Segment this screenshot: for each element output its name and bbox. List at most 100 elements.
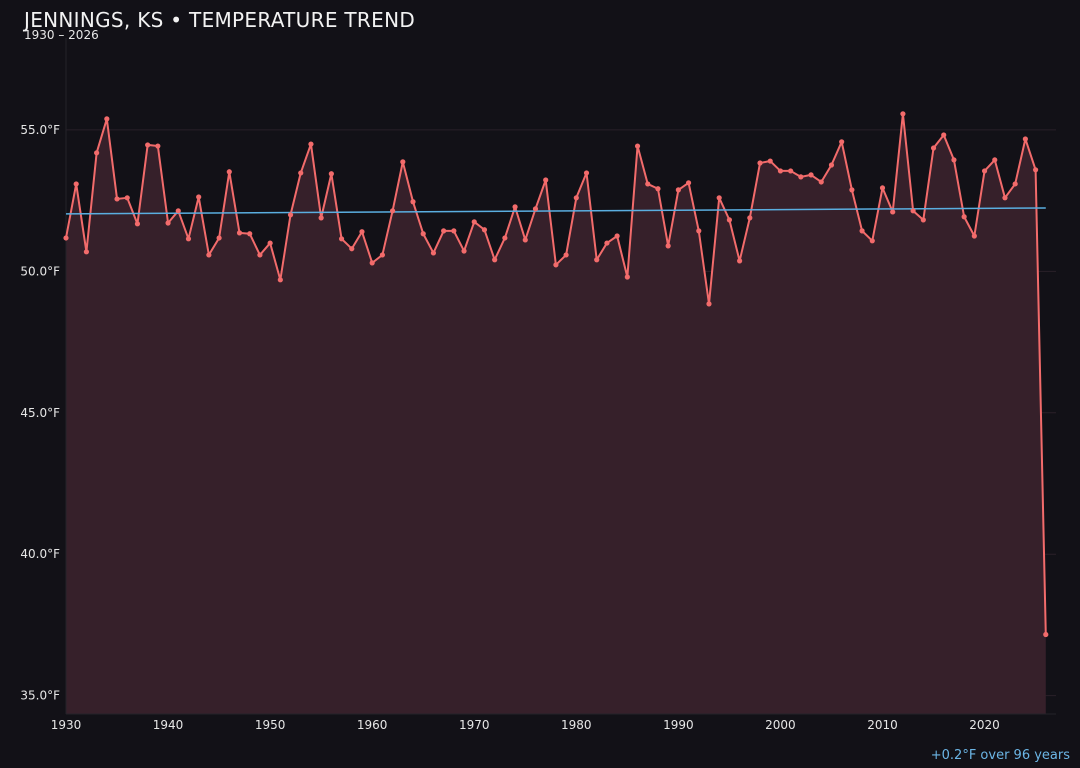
data-point: [573, 195, 579, 201]
x-tick-label: 1970: [459, 718, 490, 732]
temperature-area-fill: [66, 113, 1046, 715]
data-point: [185, 236, 192, 242]
data-point: [308, 141, 314, 147]
data-point: [839, 139, 845, 145]
data-point: [277, 277, 283, 283]
data-point: [757, 160, 763, 166]
data-point: [236, 230, 243, 236]
y-tick-label: 50.0°F: [20, 264, 60, 278]
data-point: [502, 235, 508, 241]
data-point: [420, 231, 426, 237]
data-point: [869, 238, 875, 244]
data-point: [512, 204, 518, 210]
data-point: [400, 159, 406, 165]
data-point: [492, 257, 498, 263]
y-tick-label: 45.0°F: [20, 406, 60, 420]
y-tick-label: 40.0°F: [20, 547, 60, 561]
data-point: [83, 249, 90, 255]
data-point: [287, 212, 294, 218]
x-tick-label: 1980: [561, 718, 592, 732]
data-point: [430, 250, 437, 256]
data-point: [349, 246, 355, 252]
data-point: [920, 217, 926, 223]
data-point: [737, 258, 743, 264]
data-point: [410, 199, 416, 205]
x-tick-label: 2020: [969, 718, 1000, 732]
data-point: [532, 206, 539, 212]
data-point: [818, 179, 824, 185]
data-point: [379, 252, 385, 258]
data-point: [961, 214, 967, 220]
data-point: [206, 252, 212, 258]
data-point: [665, 243, 671, 249]
data-point: [971, 233, 977, 239]
data-point: [1043, 631, 1049, 638]
data-point: [777, 168, 784, 174]
data-point: [451, 228, 457, 234]
data-point: [389, 208, 396, 214]
data-point: [196, 194, 202, 200]
data-point: [951, 157, 957, 163]
data-point: [104, 116, 110, 122]
data-point: [481, 227, 488, 233]
data-point: [941, 132, 947, 138]
x-tick-label: 2000: [765, 718, 796, 732]
data-point: [553, 262, 559, 268]
data-point: [594, 257, 600, 263]
data-point: [798, 174, 804, 180]
data-point: [145, 142, 151, 148]
data-point: [696, 228, 702, 234]
data-point: [879, 185, 886, 191]
data-point: [1032, 167, 1039, 173]
x-tick-label: 1960: [357, 718, 388, 732]
data-point: [634, 143, 641, 149]
data-point: [583, 170, 590, 176]
data-point: [655, 186, 661, 192]
data-point: [134, 221, 141, 227]
x-tick-label: 1950: [255, 718, 286, 732]
data-point: [675, 187, 681, 193]
data-point: [645, 181, 651, 187]
data-point: [441, 228, 447, 234]
data-point: [563, 252, 569, 258]
chart-subtitle: 1930 – 2026: [24, 28, 99, 42]
chart-title: JENNINGS, KS • TEMPERATURE TREND: [24, 8, 416, 32]
data-point: [257, 252, 263, 258]
data-point: [338, 236, 345, 242]
data-point: [216, 235, 222, 241]
data-point: [267, 240, 273, 246]
data-point: [624, 274, 630, 280]
data-point: [73, 181, 79, 187]
trend-annotation: +0.2°F over 96 years: [930, 748, 1070, 763]
data-point: [828, 162, 835, 168]
data-point: [706, 301, 712, 307]
data-point: [788, 168, 794, 174]
data-point: [1022, 136, 1028, 142]
data-point: [900, 111, 906, 117]
data-point: [328, 171, 334, 177]
data-point: [63, 235, 69, 241]
data-point: [890, 209, 896, 215]
data-point: [165, 220, 171, 226]
data-point: [543, 177, 549, 183]
data-point: [614, 233, 620, 239]
data-point: [94, 150, 100, 156]
data-point: [226, 169, 232, 175]
data-point: [716, 195, 722, 201]
y-tick-label: 35.0°F: [20, 689, 60, 703]
data-point: [726, 217, 733, 223]
data-point: [461, 248, 467, 254]
data-point: [247, 231, 253, 237]
x-tick-label: 1940: [153, 718, 184, 732]
data-point: [175, 208, 181, 214]
data-point: [981, 168, 988, 174]
data-point: [522, 237, 528, 243]
data-point: [930, 145, 937, 151]
x-tick-label: 1930: [51, 718, 82, 732]
data-point: [114, 196, 120, 202]
data-point: [318, 215, 324, 221]
data-point: [992, 157, 998, 163]
data-point: [124, 195, 130, 201]
data-point: [849, 187, 855, 193]
